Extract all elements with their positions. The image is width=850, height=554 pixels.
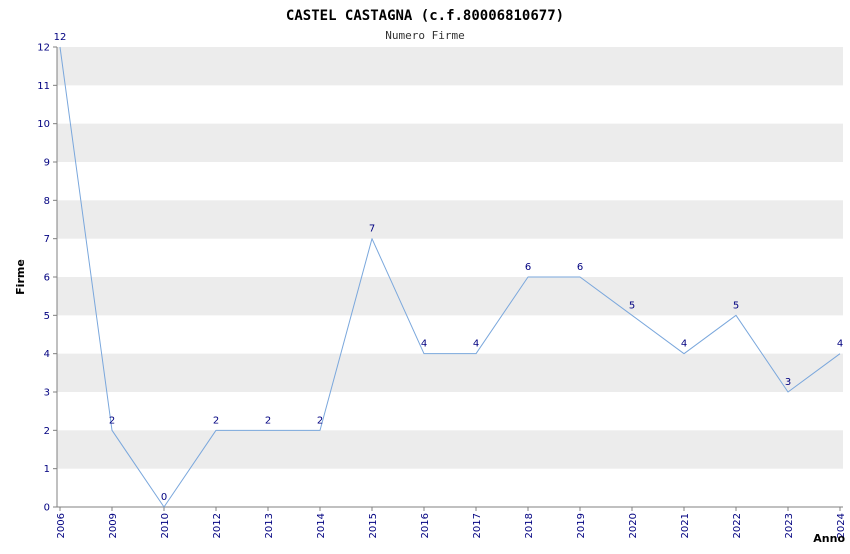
- x-tick-label: 2024: [836, 513, 847, 538]
- y-tick-label: 5: [44, 311, 50, 322]
- chart-subtitle: Numero Firme: [385, 29, 464, 42]
- x-tick-label: 2018: [524, 513, 535, 538]
- grid-band: [57, 353, 843, 392]
- point-label: 6: [525, 262, 531, 273]
- x-tick-label: 2020: [628, 513, 639, 538]
- point-label: 4: [421, 339, 427, 350]
- x-tick-label: 2023: [784, 513, 795, 538]
- grid-band: [57, 200, 843, 239]
- point-label: 2: [265, 415, 271, 426]
- y-tick-label: 12: [37, 43, 50, 54]
- x-tick-label: 2016: [420, 513, 431, 538]
- y-tick-label: 7: [44, 234, 50, 245]
- point-label: 2: [213, 415, 219, 426]
- x-tick-label: 2017: [472, 513, 483, 538]
- x-axis-title: Anno: [813, 532, 845, 545]
- series-line: [59, 46, 841, 508]
- point-label: 3: [785, 377, 791, 388]
- point-label: 5: [733, 300, 739, 311]
- y-tick-label: 4: [44, 349, 50, 360]
- x-tick-label: 2015: [368, 513, 379, 538]
- x-tick-label: 2022: [732, 513, 743, 538]
- y-tick-label: 0: [44, 503, 50, 514]
- x-tick-label: 2021: [680, 513, 691, 538]
- grid-band: [57, 47, 843, 86]
- point-label: 2: [109, 415, 115, 426]
- point-label: 5: [629, 300, 635, 311]
- x-tick-label: 2010: [160, 513, 171, 538]
- y-axis-title: Firme: [14, 259, 27, 295]
- point-label: 4: [473, 339, 479, 350]
- x-tick-label: 2009: [108, 513, 119, 538]
- x-tick-label: 2006: [56, 513, 67, 538]
- y-tick-label: 6: [44, 273, 50, 284]
- x-tick-label: 2014: [316, 513, 327, 538]
- y-tick-label: 11: [37, 81, 50, 92]
- point-label: 4: [837, 339, 843, 350]
- x-tick-label: 2013: [264, 513, 275, 538]
- chart-title: CASTEL CASTAGNA (c.f.80006810677): [286, 8, 564, 24]
- x-tick-label: 2012: [212, 513, 223, 538]
- point-label: 4: [681, 339, 687, 350]
- point-label: 0: [161, 492, 167, 503]
- point-label: 2: [317, 415, 323, 426]
- series: [59, 46, 841, 508]
- point-label: 12: [54, 32, 67, 43]
- x-tick-label: 2019: [576, 513, 587, 538]
- point-label: 7: [369, 224, 375, 235]
- y-tick-label: 1: [44, 464, 50, 475]
- y-tick-label: 9: [44, 158, 50, 169]
- grid-band: [57, 123, 843, 162]
- grid-band: [57, 430, 843, 469]
- point-labels: 12 2 0 2 2 2 7 4 4 6 6 5 4 5 3 4: [54, 32, 844, 503]
- y-tick-label: 8: [44, 196, 50, 207]
- y-tick-label: 2: [44, 426, 50, 437]
- plot-background-bands: [57, 47, 843, 469]
- y-tick-label: 10: [37, 119, 50, 130]
- point-label: 6: [577, 262, 583, 273]
- grid-band: [57, 277, 843, 316]
- y-tick-label: 3: [44, 388, 50, 399]
